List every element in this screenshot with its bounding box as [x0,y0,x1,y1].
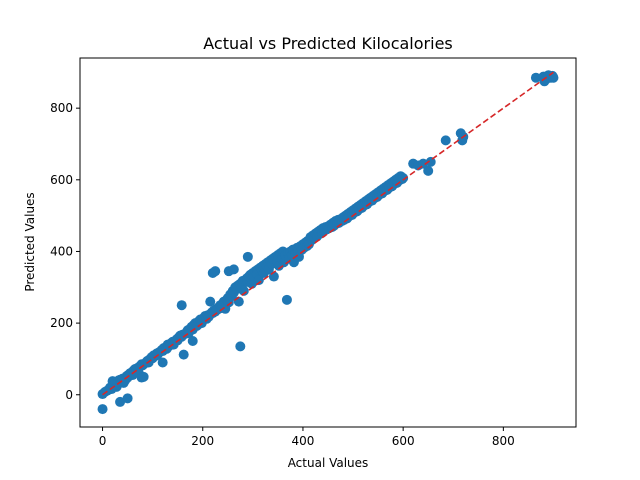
data-point [178,349,189,360]
data-point [138,371,149,382]
axis-ticks: 0 200 400 600 800 0 200 400 600 800 [50,101,515,448]
data-point [423,165,434,176]
data-point [176,300,187,311]
data-point [210,266,221,277]
data-point [205,296,216,307]
data-point [425,156,436,167]
x-tick-label: 400 [291,434,314,448]
data-point [228,264,239,275]
x-tick-label: 0 [99,434,107,448]
y-tick-label: 400 [50,244,73,258]
x-tick-label: 600 [392,434,415,448]
data-point [157,357,168,368]
x-tick-label: 800 [492,434,515,448]
y-axis-label: Predicted Values [23,192,37,291]
data-point [253,275,264,286]
data-point [281,294,292,305]
y-tick-label: 600 [50,173,73,187]
chart-title: Actual vs Predicted Kilocalories [203,34,453,53]
data-point [122,393,133,404]
x-axis-label: Actual Values [288,456,369,470]
data-point [440,135,451,146]
data-point [418,158,429,169]
plot-area-frame [79,57,577,428]
reference-line [102,71,554,396]
x-tick-label: 200 [191,434,214,448]
data-point [238,285,249,296]
data-point [398,173,409,184]
data-point [187,336,198,347]
data-point [530,72,541,83]
data-point [242,251,253,262]
data-point [548,72,559,83]
data-point [115,396,126,407]
y-tick-label: 0 [65,388,73,402]
y-tick-label: 800 [50,101,73,115]
y-tick-label: 200 [50,316,73,330]
data-point [97,404,108,415]
data-points [97,70,559,415]
data-point [235,341,246,352]
